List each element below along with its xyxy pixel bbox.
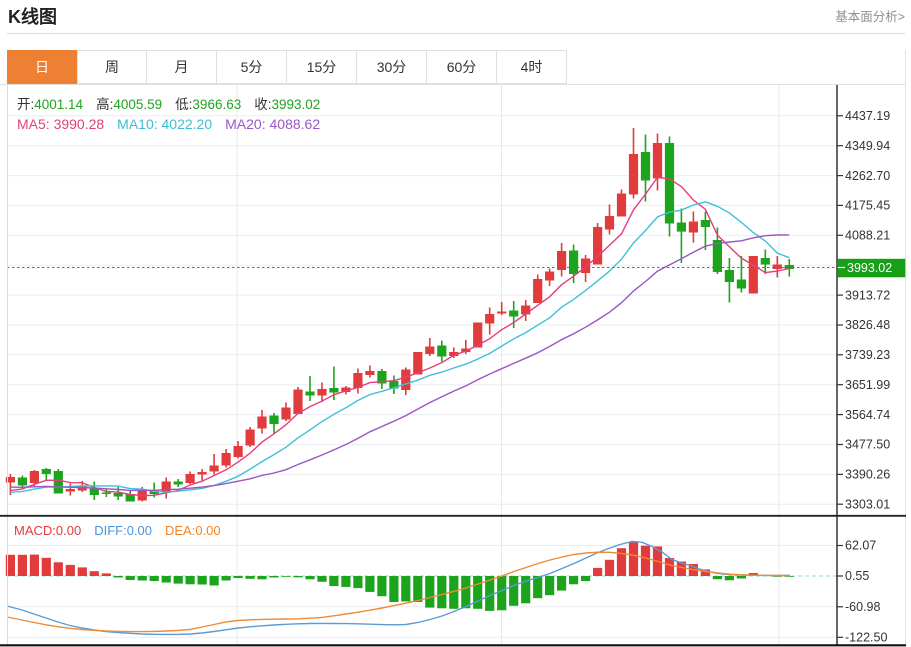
svg-text:3303.01: 3303.01 [845, 497, 890, 511]
svg-text:4262.70: 4262.70 [845, 169, 890, 183]
svg-text:0.55: 0.55 [845, 569, 869, 583]
svg-text:3651.99: 3651.99 [845, 378, 890, 392]
svg-text:4349.94: 4349.94 [845, 139, 890, 153]
svg-text:-60.98: -60.98 [845, 600, 880, 614]
svg-text:3993.02: 3993.02 [847, 261, 892, 275]
svg-text:3477.50: 3477.50 [845, 438, 890, 452]
svg-text:3564.74: 3564.74 [845, 408, 890, 422]
svg-text:4437.19: 4437.19 [845, 109, 890, 123]
svg-text:3826.48: 3826.48 [845, 318, 890, 332]
svg-text:4175.45: 4175.45 [845, 199, 890, 213]
svg-text:3739.23: 3739.23 [845, 348, 890, 362]
svg-text:3913.72: 3913.72 [845, 288, 890, 302]
svg-text:4088.21: 4088.21 [845, 229, 890, 243]
svg-text:3390.26: 3390.26 [845, 468, 890, 482]
svg-text:开:4001.14高:4005.59低:3966.63收:3: 开:4001.14 高:4005.59 低:3966.63 收:3993.02 [17, 96, 320, 112]
svg-text:62.07: 62.07 [845, 539, 876, 553]
svg-text:-122.50: -122.50 [845, 631, 887, 645]
